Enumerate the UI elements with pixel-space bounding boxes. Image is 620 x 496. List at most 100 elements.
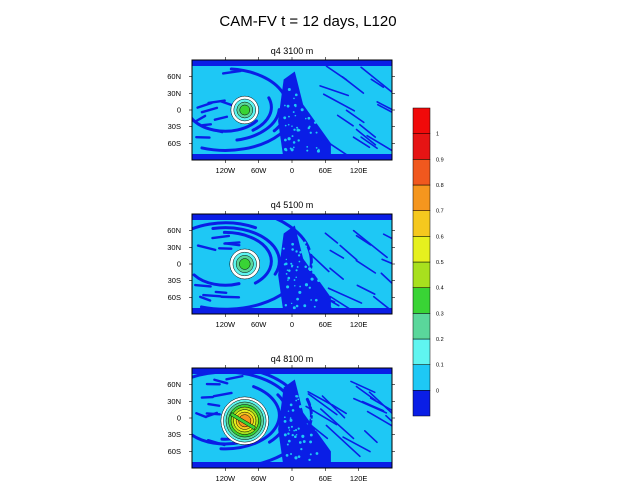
y-tick-label: 60S [168,293,181,302]
field-speckle [293,97,295,100]
x-tick-label: 60E [319,166,332,175]
field-speckle [289,417,292,419]
field-speckle [308,125,311,128]
y-tick-label: 0 [177,414,181,423]
field-speckle [292,141,296,144]
field-streak [336,114,354,127]
field-speckle [287,426,290,429]
field-band-north [192,368,392,374]
field-speckle [284,304,288,307]
field-speckle [295,399,298,402]
field-speckle [291,433,294,437]
field-streak [309,253,330,273]
field-speckle [287,87,291,91]
field-speckle [305,257,309,261]
x-tick-label: 120E [350,166,368,175]
field-speckle [295,269,298,272]
x-tick-label: 60E [319,474,332,483]
field-speckle [301,434,305,438]
y-tick-label: 0 [177,106,181,115]
colorbar-label: 0 [436,388,439,394]
map-field [192,214,392,314]
field-speckle [314,298,318,302]
colorbar-label: 1 [436,132,439,138]
colorbar-swatch [412,133,431,160]
colorbar-swatch [412,210,431,237]
field-speckle [297,254,301,257]
field-speckle [310,277,314,281]
field-streak [200,395,215,399]
field-speckle [294,114,297,117]
field-speckle [300,108,304,112]
field-speckle [312,87,315,89]
x-tick-label: 0 [290,474,294,483]
field-streak [199,295,212,302]
field-speckle [292,306,296,310]
field-speckle [287,439,291,443]
field-speckle [298,441,302,444]
field-speckle [298,290,302,294]
field-speckle [293,279,296,281]
field-speckle [291,135,294,138]
field-speckle [309,417,311,419]
field-streak [214,290,228,294]
field-filament [235,108,281,142]
field-speckle [303,304,307,308]
field-streak [319,408,355,440]
field-speckle [310,299,313,301]
panel-title: q4 8100 m [271,354,314,364]
field-streak [207,402,221,407]
map-field [192,368,392,468]
field-speckle [306,260,309,262]
field-speckle [283,116,287,120]
field-streak [195,412,208,419]
field-speckle [305,394,308,398]
field-speckle [316,424,319,427]
field-speckle [303,407,306,410]
y-tick-label: 30S [168,122,181,131]
y-tick-label: 30N [167,243,181,252]
field-streak [358,123,377,138]
field-speckle [293,429,295,432]
field-speckle [287,279,289,281]
field-streak [345,109,365,124]
colorbar-label: 0.1 [436,363,444,369]
field-speckle [291,125,293,127]
x-tick-label: 60W [251,166,267,175]
colorbar-swatch [412,313,431,340]
field-streak [211,234,231,240]
x-tick-label: 120W [216,320,237,329]
tracer-slot [230,412,256,431]
map-panel-2: q4 5100 m 120W 60W 0 60E 120E 60N 30N 0 30S 60S [167,200,395,329]
field-streak [385,414,392,423]
field-speckle [312,100,316,104]
field-filament [222,230,273,285]
field-speckle [286,285,290,289]
field-streak [355,234,372,246]
field-speckle [311,413,314,416]
field-streak [377,103,392,114]
field-speckle [292,111,295,114]
field-streak [329,267,344,280]
field-filament [251,96,273,132]
field-speckle [300,447,303,451]
field-streak [208,127,224,134]
field-speckle [294,435,297,439]
field-speckle [294,456,298,460]
field-speckle [313,118,316,121]
field-streak [350,380,376,394]
field-streak [339,244,358,261]
field-speckle [304,283,309,287]
panel-title: q4 3100 m [271,46,314,56]
field-wedge [278,225,331,314]
field-speckle [307,100,310,103]
field-speckle [291,264,294,267]
field-speckle [288,269,291,272]
field-speckle [302,92,304,95]
x-tick-label: 0 [290,320,294,329]
field-streak [212,391,233,398]
field-streak [363,430,378,444]
field-streak [341,76,365,94]
field-speckle [316,408,320,412]
